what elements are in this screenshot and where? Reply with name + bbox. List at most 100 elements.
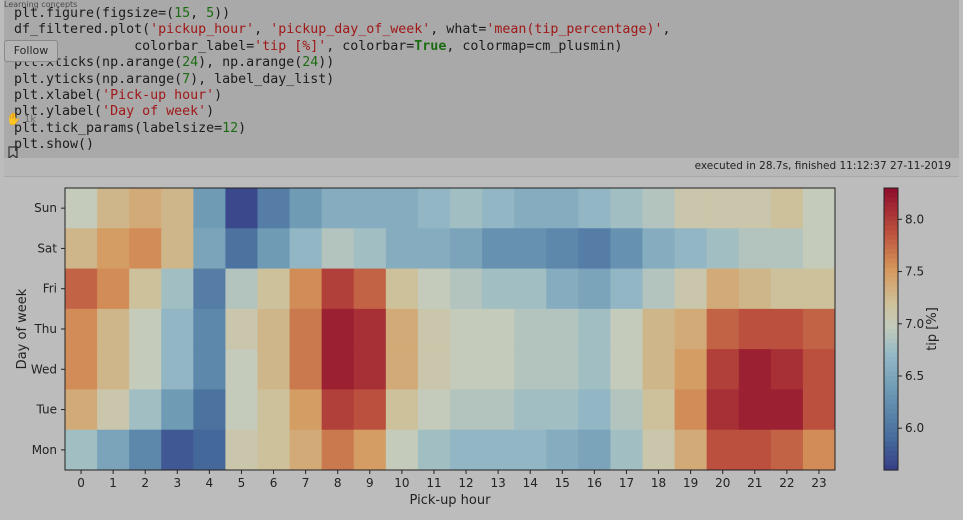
code-line: plt.show() — [14, 137, 670, 153]
heatmap-cell — [129, 228, 162, 270]
colorbar-segment — [884, 333, 898, 339]
heatmap-cell — [321, 228, 355, 270]
heatmap-cell — [257, 188, 291, 229]
heatmap-cell — [97, 228, 130, 270]
code-token: , — [662, 22, 671, 38]
code-line: plt.ylabel('Day of week') — [14, 104, 670, 120]
heatmap-cell — [706, 308, 740, 350]
heatmap-cell — [738, 188, 772, 229]
heatmap-cell — [289, 268, 323, 310]
x-tick-label: 23 — [811, 476, 826, 490]
heatmap-cell — [642, 349, 676, 390]
heatmap-cell — [578, 429, 611, 471]
heatmap-cell — [770, 228, 804, 270]
code-editor[interactable]: plt.figure(figsize=(15, 5)) df_filtered.p… — [14, 6, 670, 154]
heatmap-cell — [610, 349, 643, 390]
heatmap-cell — [514, 228, 547, 270]
heatmap-cell — [802, 268, 836, 310]
colorbar-segment — [884, 465, 898, 471]
heatmap-cell — [321, 188, 355, 229]
heatmap-cell — [514, 429, 547, 471]
x-tick-label: 10 — [394, 476, 409, 490]
heatmap-cell — [353, 429, 387, 471]
heatmap-cell — [417, 188, 451, 229]
heatmap-cell — [385, 268, 419, 310]
follow-button[interactable]: Follow — [4, 40, 58, 62]
execution-status-bar: executed in 28.7s, finished 11:12:37 27-… — [4, 158, 959, 177]
heatmap-cell — [353, 389, 387, 431]
x-axis-label: Pick-up hour — [410, 493, 492, 508]
x-tick-label: 21 — [747, 476, 762, 490]
colorbar-segment — [884, 441, 898, 448]
heatmap-cell — [610, 429, 643, 471]
heatmap-cell — [770, 308, 804, 350]
heatmap-cell — [225, 429, 258, 471]
heatmap-cell — [546, 389, 579, 431]
heatmap-cell — [289, 188, 323, 229]
heatmap-cell — [546, 268, 579, 310]
code-token: plt.xlabel( — [14, 88, 103, 104]
bookmark-icon[interactable] — [8, 146, 18, 159]
heatmap-cell — [385, 429, 419, 471]
colorbar-segment — [884, 385, 898, 391]
heatmap-cell — [450, 389, 483, 431]
heatmap-cell — [417, 308, 451, 350]
heatmap-cell — [674, 268, 708, 310]
heatmap-plot: 0 1 2 3 4 5 6 7 8 9 10 11 12 13 14 15 16 17 18 19 20 21 22 23Su… — [15, 187, 940, 508]
colorbar-tick-label: 6.0 — [905, 421, 924, 435]
heatmap-cell — [321, 268, 355, 310]
code-token: , colormap= — [446, 38, 535, 54]
heatmap-cell — [546, 429, 579, 471]
colorbar-segment — [884, 206, 898, 213]
colorbar-segment — [884, 413, 898, 419]
code-token: ) — [238, 120, 247, 136]
heatmap-cell — [738, 389, 772, 431]
heatmap-cell — [610, 268, 643, 310]
like-icon[interactable]: ✋ — [6, 112, 21, 126]
heatmap-cell — [161, 389, 194, 431]
y-tick-label: Tue — [36, 403, 58, 417]
heatmap-cell — [802, 349, 836, 390]
x-tick-label: 1 — [109, 476, 117, 490]
heatmap-cell — [674, 308, 708, 350]
code-cell[interactable]: plt.figure(figsize=(15, 5)) df_filtered.p… — [4, 0, 959, 159]
colorbar-segment — [884, 253, 898, 260]
colorbar-tick-label: 7.5 — [905, 265, 924, 279]
heatmap-cell — [321, 349, 355, 390]
code-token: , what= — [430, 22, 487, 38]
colorbar-segment — [884, 225, 898, 231]
colorbar-segment — [884, 329, 898, 335]
colorbar-segment — [884, 249, 898, 255]
x-tick-label: 2 — [141, 476, 149, 490]
code-token: ), label_day_list) — [190, 71, 335, 87]
heatmap-cell — [610, 228, 643, 270]
heatmap-cell — [225, 228, 258, 270]
code-line: plt.tick_params(labelsize=12) — [14, 121, 670, 137]
colorbar-segment — [884, 277, 898, 283]
heatmap-cell — [706, 188, 740, 229]
heatmap-cell — [706, 389, 740, 431]
heatmap-cell — [674, 228, 708, 270]
code-token: 'pickup_day_of_week' — [270, 22, 431, 38]
heatmap-cell — [417, 349, 451, 390]
heatmap-cell — [161, 268, 194, 310]
heatmap-cell — [289, 429, 323, 471]
x-tick-label: 3 — [173, 476, 181, 490]
code-token: )) — [318, 55, 335, 71]
colorbar-segment — [884, 418, 898, 424]
heatmap-cell — [385, 349, 419, 390]
heatmap-cell — [642, 228, 676, 270]
heatmap-cell — [674, 429, 708, 471]
heatmap-cell — [802, 188, 836, 229]
code-token: 'tip [%]' — [254, 38, 327, 54]
x-tick-label: 9 — [366, 476, 374, 490]
x-tick-label: 4 — [206, 476, 214, 490]
heatmap-cell — [289, 349, 323, 390]
heatmap-cell — [674, 389, 708, 431]
heatmap-cell — [770, 389, 804, 431]
colorbar-segment — [884, 455, 898, 462]
heatmap-cell — [161, 349, 194, 390]
heatmap-cell — [289, 228, 323, 270]
x-tick-label: 15 — [555, 476, 570, 490]
heatmap-cell — [321, 389, 355, 431]
